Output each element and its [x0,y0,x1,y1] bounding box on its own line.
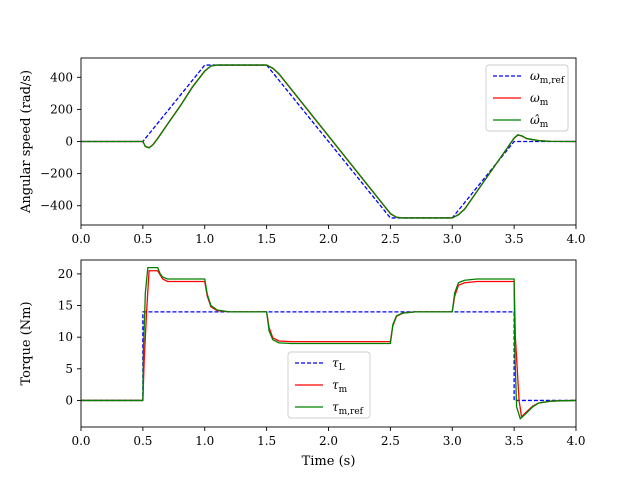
x-tick-label: 3.0 [443,434,462,448]
x-tick-label: 2.0 [319,232,338,246]
x-tick-label: 0.0 [71,232,90,246]
x-tick-label: 1.0 [195,232,214,246]
series-group [81,64,576,219]
y-tick-label: 200 [50,102,73,116]
x-tick-label: 3.5 [505,434,524,448]
y-tick-label: 0 [65,135,73,149]
y-tick-label: 10 [58,330,73,344]
series-line-2 [81,64,576,219]
y-tick-label: 5 [65,362,73,376]
x-tick-label: 3.5 [505,232,524,246]
y-tick-label: 400 [50,70,73,84]
y-axis-title: Torque (Nm) [19,301,34,385]
legend-label: ω̂m [530,113,549,130]
legend-label: ωm [530,91,549,108]
x-tick-label: 0.5 [133,232,152,246]
y-tick-label: 0 [65,393,73,407]
series-line-2 [81,266,576,420]
speed-subplot: 0.0 0.5 1.0 1.5 2.0 2.5 3.0 3.5 4.0 −400 −200 0 200 4… [19,57,586,246]
x-tick-label: 3.0 [443,232,462,246]
x-axis-title: Time (s) [302,454,356,469]
x-tick-label: 0.5 [133,434,152,448]
y-tick-label: 20 [58,267,73,281]
x-tick-label: 4.0 [566,232,585,246]
series-group [81,266,576,420]
legend: ωm,ref ωm ω̂m [485,64,569,132]
x-tick-label: 0.0 [71,434,90,448]
legend-label: ωm,ref [530,69,565,86]
legend-label: τm [332,378,348,395]
legend-label: τm,ref [332,400,364,417]
x-tick-label: 2.5 [381,434,400,448]
y-tick-label: −400 [40,199,73,213]
legend-label: τL [332,356,345,373]
x-tick-label: 1.5 [257,434,276,448]
x-tick-label: 1.5 [257,232,276,246]
x-tick-label: 2.5 [381,232,400,246]
x-tick-label: 1.0 [195,434,214,448]
legend: τL τm τm,ref [287,351,371,419]
x-tick-label: 2.0 [319,434,338,448]
y-tick-label: −200 [40,167,73,181]
torque-subplot: 0.0 0.5 1.0 1.5 2.0 2.5 3.0 3.5 4.0 0 5 10 15 20 Torqu… [19,259,586,469]
x-tick-label: 4.0 [566,434,585,448]
legend-box [485,64,569,132]
y-tick-label: 15 [58,299,73,313]
y-axis-title: Angular speed (rad/s) [19,70,34,214]
legend-box [287,351,371,419]
series-line-0 [81,64,576,219]
